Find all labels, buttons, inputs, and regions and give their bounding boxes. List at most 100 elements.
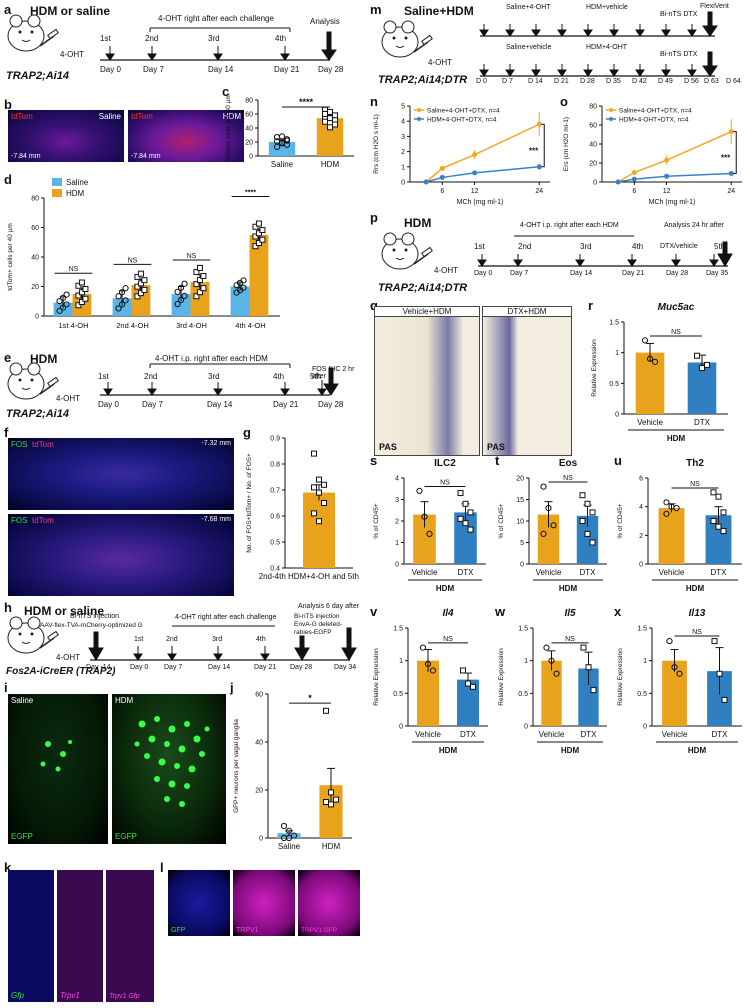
p-day-0: Day 0 [474,270,493,277]
m-day: D 63 [704,78,719,85]
m-day: D 21 [554,78,569,85]
h-title: HDM or saline [24,604,105,618]
data-point [333,796,339,803]
panel-a-schematic: HDM or saline 4-OHT TRAP2;Ai14 4-OHT rig… [0,0,360,92]
x-tick-label: 2nd 4-OH [116,321,149,330]
y-axis-label: % of CD45+ [617,503,624,538]
data-point [321,481,327,488]
legend-marker [417,117,421,121]
y-tick-label: 5 [401,104,405,111]
group-label: HDM [436,584,455,593]
data-point [115,293,122,300]
sig-label: *** [721,154,731,163]
data-point [75,302,82,309]
data-point [240,277,247,284]
f-fos-label: FOS [11,440,28,449]
data-point [429,667,437,674]
h-day-7: Day 7 [164,664,183,671]
y-tick-label: 20 [245,140,253,147]
panel-h-schematic: HDM or saline 4-OHT Fos2A-iCreER (TRAP2)… [0,600,360,680]
x-tick-label: 12 [471,188,479,195]
chart-title: Th2 [686,458,704,469]
chart-g: 0.4 0.5 0.6 0.7 0.8 0.9 No. of FOS+tdTom+ / No… [246,436,361,582]
a-day-28: Day 28 [318,65,344,74]
data-point [540,530,547,538]
data-point [141,277,148,284]
h-inj2: Bi-nTS injection [294,613,340,620]
data-point [631,176,637,182]
h-mouse-line: Fos2A-iCreER (TRAP2) [6,666,116,677]
p-drug: 4-OHT [434,266,458,275]
data-point [316,489,322,496]
data-point [728,170,734,176]
b-micrograph-saline: tdTom Saline -7.84 mm [8,110,124,162]
data-point [134,293,141,300]
y-tick-label: 10 [516,519,524,526]
data-point [181,292,188,300]
bar [230,286,250,316]
sig-label: NS [563,475,573,482]
data-point [322,111,328,117]
data-point [721,696,728,703]
sig-label: NS [690,481,700,488]
y-tick-label: 0.5 [637,691,647,698]
panel-label-t: t [495,453,500,468]
data-point [663,499,670,506]
y-tick-label: 0.5 [393,691,403,698]
y-axis-label: tdTom+ cells per 40 µm [225,94,232,162]
data-point [715,523,722,530]
x-axis-label: MCh (mg ml-1) [457,199,504,206]
e-mark-2: 2nd [144,372,158,381]
data-point [75,292,82,299]
y-tick-label: 1.5 [609,320,619,327]
data-point [460,667,466,674]
data-point [311,484,317,491]
data-point [327,108,333,115]
p-mark-3: 3rd [580,242,592,251]
y-tick-label: 0 [524,724,528,731]
y-axis-label: Relative Expression [591,339,598,397]
data-point [137,270,144,277]
sig-label: *** [529,147,539,156]
bar [658,508,685,564]
data-point [177,296,185,304]
data-point [280,822,288,830]
group-label: HDM [686,584,705,593]
data-point [122,285,129,292]
i-cells-hdm [134,716,210,807]
x-tick-label: 24 [535,188,543,195]
data-point [240,284,247,291]
m-row1-b4: FlexiVent [700,3,729,10]
data-point [59,304,67,311]
data-point [82,286,89,293]
data-point [421,513,428,520]
data-point [664,157,670,163]
data-point [663,510,670,517]
y-tick-label: 1.5 [393,626,403,633]
data-point [580,644,587,651]
y-tick-label: 0.8 [270,462,280,469]
legend-label: HDM [66,189,85,198]
y-tick-label: 5 [520,540,524,547]
panel-label-p: p [370,210,378,225]
data-point [255,220,262,227]
m-title: Saline+HDM [404,4,474,18]
y-axis-label: No. of FOS+tdTom+ / No. of FOS+ [246,453,253,553]
h-inj1: Bi-nTS injection [70,613,120,620]
y-tick-label: 2 [395,519,399,526]
data-point [424,660,432,668]
p-mark-1: 1st [474,242,485,251]
y-tick-label: 40 [589,142,597,149]
data-point [536,164,542,170]
e-mouse-line: TRAP2;Ai14 [6,408,69,420]
m-row1-b1: Saline+4-OHT [506,4,551,11]
y-tick-label: 1 [643,658,647,665]
legend-label: HDM+4-OHT+DTX, n=4 [427,117,497,124]
data-point [472,152,478,158]
data-point [285,834,293,842]
y-tick-label: 0 [259,836,263,843]
data-point [470,683,476,690]
data-point [676,670,683,677]
